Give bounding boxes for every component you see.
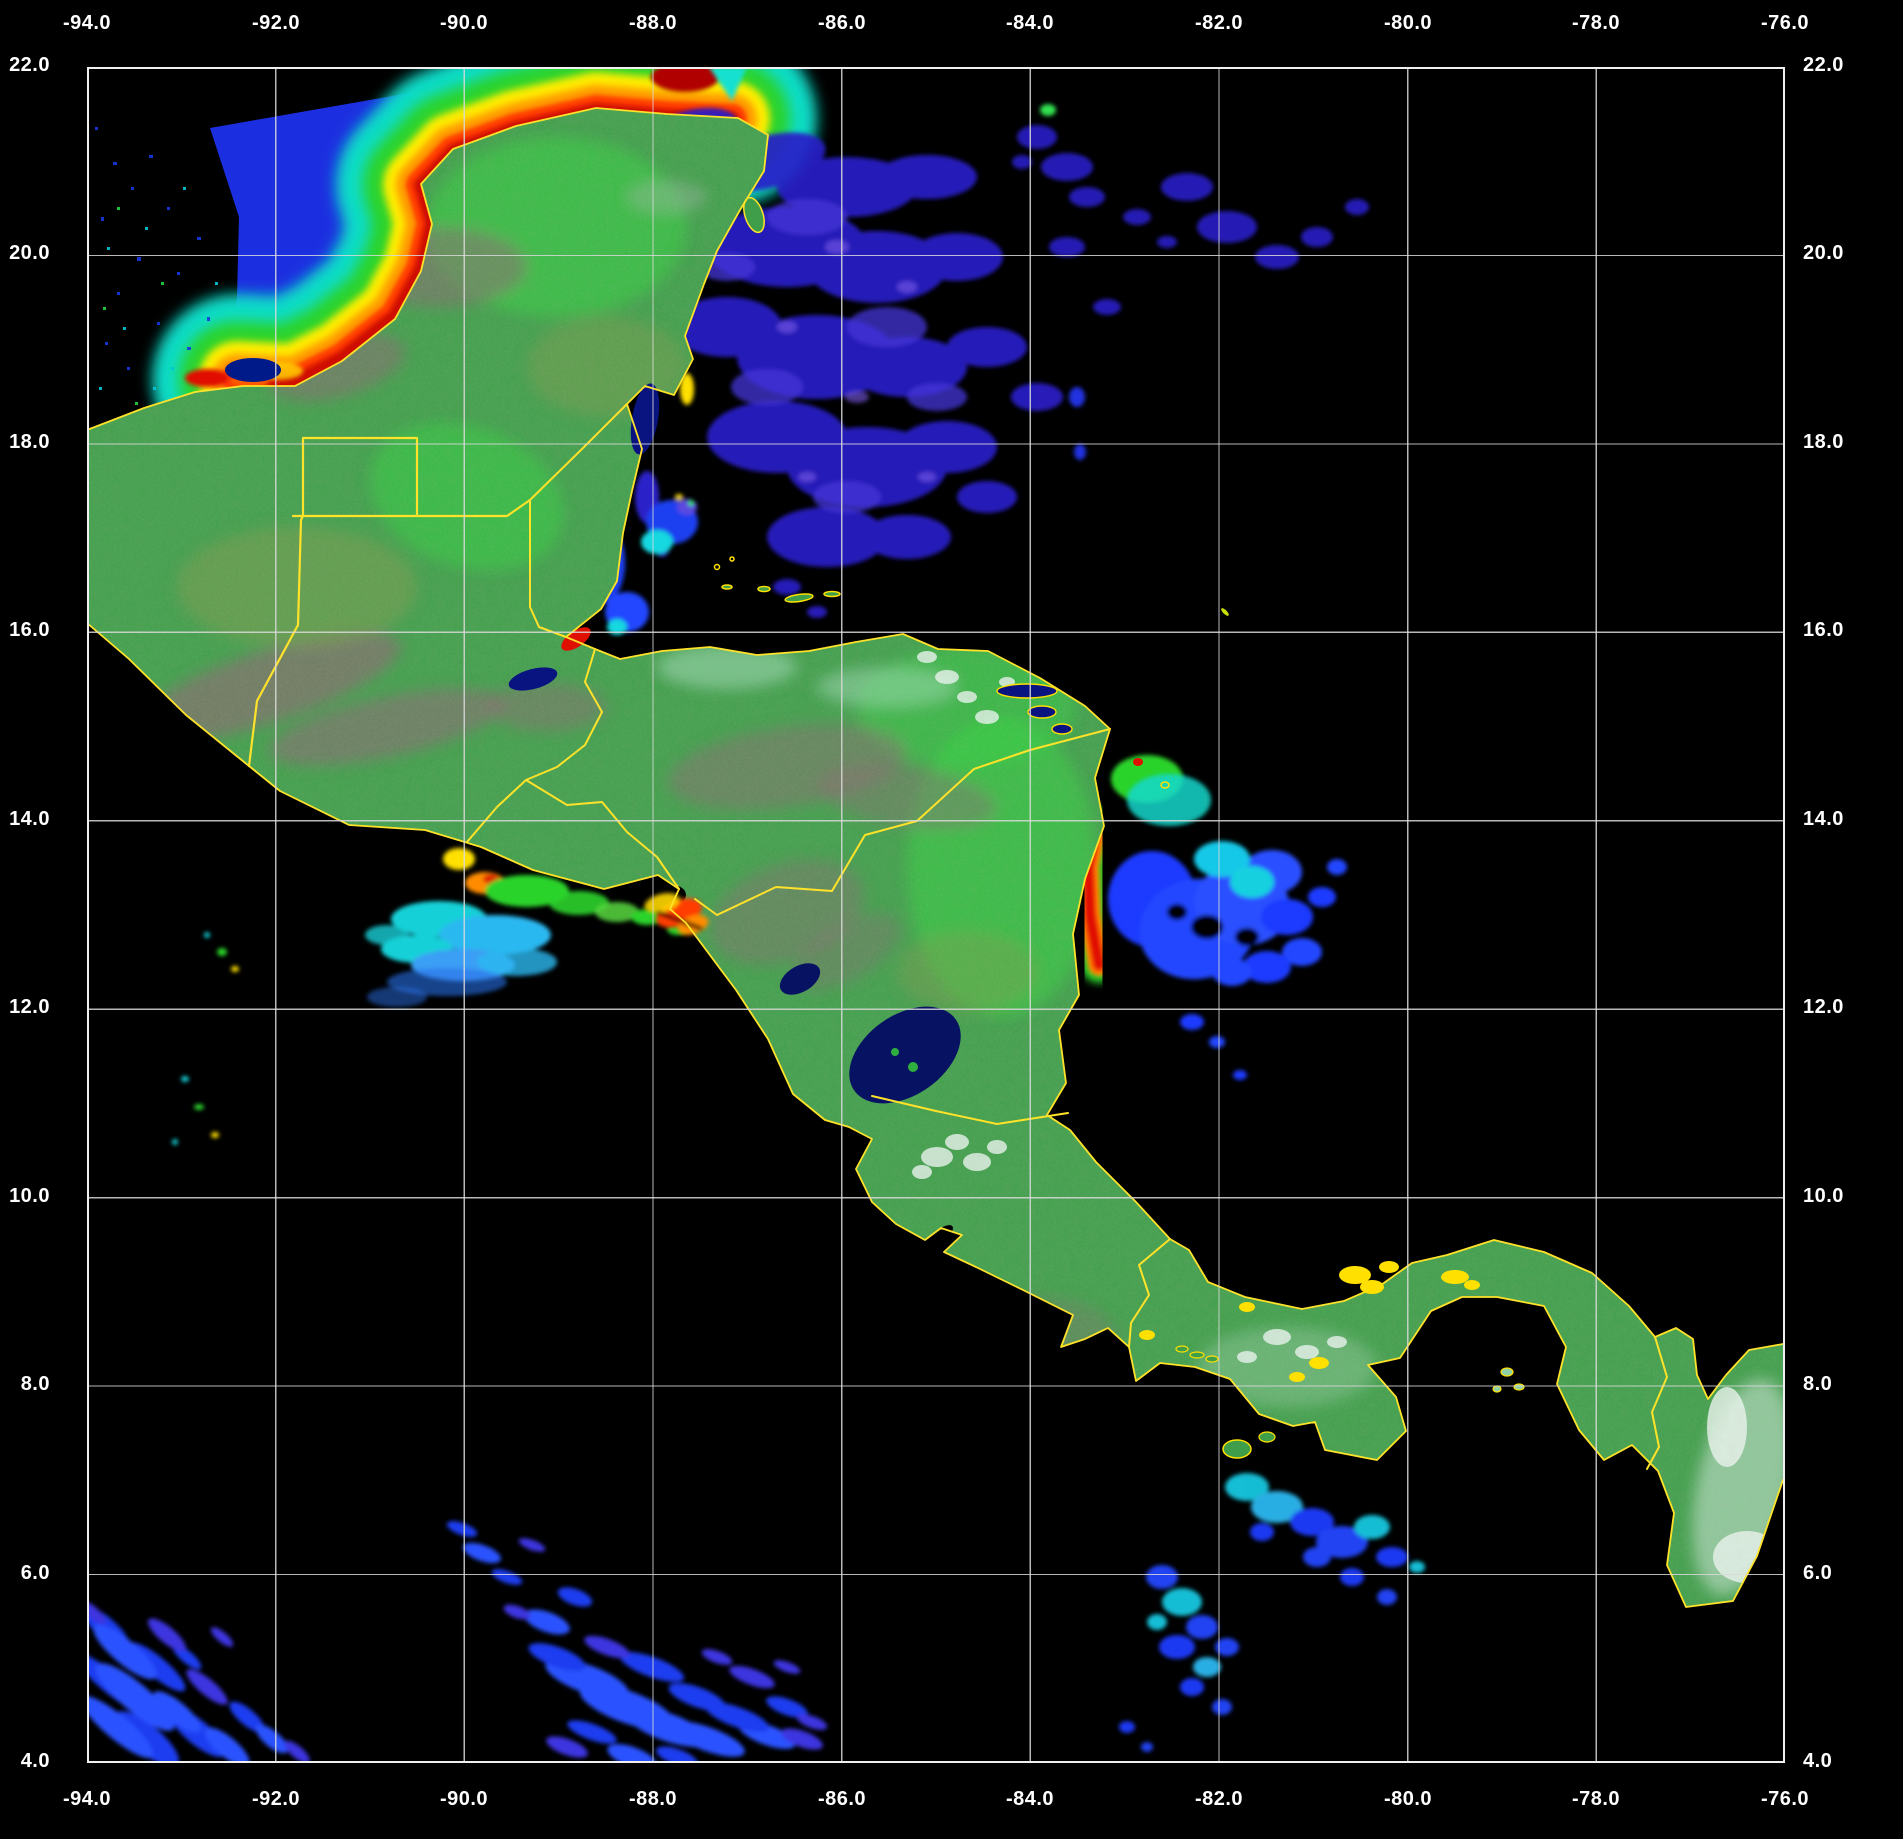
lon-tick-top: -88.0	[628, 12, 678, 34]
lat-tick-right: 6.0	[1803, 1562, 1833, 1584]
border-nicaragua-costarica	[871, 1095, 1069, 1125]
lakes	[225, 358, 1073, 1253]
lat-tick-left: 12.0	[9, 996, 50, 1018]
border-elsalvador-honduras	[525, 779, 680, 890]
lat-tick-right: 4.0	[1803, 1750, 1833, 1772]
lat-tick-right: 14.0	[1803, 808, 1844, 830]
border-guatemala-honduras	[525, 648, 603, 781]
lon-tick-bottom: -92.0	[251, 1788, 301, 1810]
lake-managua	[779, 963, 821, 995]
lat-tick-left: 22.0	[9, 54, 50, 76]
border-guatemala-elsalvador	[466, 779, 527, 843]
yellow-highlight-patches	[1139, 1261, 1480, 1382]
caribbean-cloud-field	[657, 104, 1369, 618]
lat-tick-left: 4.0	[20, 1750, 50, 1772]
pearl-islands	[1492, 1367, 1525, 1393]
lon-tick-bottom: -78.0	[1571, 1788, 1621, 1810]
lat-tick-right: 8.0	[1803, 1373, 1833, 1395]
map-canvas	[87, 67, 1785, 1763]
lon-tick-bottom: -90.0	[439, 1788, 489, 1810]
lat-tick-right: 10.0	[1803, 1185, 1844, 1207]
lat-tick-left: 18.0	[9, 431, 50, 453]
lon-tick-bottom: -84.0	[1005, 1788, 1055, 1810]
plot-frame	[87, 67, 1785, 1763]
northwest-speckle-field	[95, 127, 218, 405]
border-costarica-panama	[1128, 1238, 1171, 1348]
nicaragua-coast-plume	[1069, 755, 1347, 1080]
lat-tick-left: 10.0	[9, 1185, 50, 1207]
islands	[713, 196, 1525, 1459]
lat-tick-right: 18.0	[1803, 431, 1844, 453]
lon-tick-top: -92.0	[251, 12, 301, 34]
bottom-center-cloud-streaks	[446, 1521, 828, 1763]
south-panama-cloud-patches	[1053, 1232, 1425, 1752]
lon-tick-top: -78.0	[1571, 12, 1621, 34]
pacific-plume	[172, 848, 687, 1145]
terminos-lagoon	[225, 358, 281, 382]
lon-tick-top: -80.0	[1383, 12, 1433, 34]
lat-tick-left: 20.0	[9, 242, 50, 264]
lon-tick-bottom: -94.0	[62, 1788, 112, 1810]
lon-tick-top: -86.0	[817, 12, 867, 34]
lon-tick-top: -90.0	[439, 12, 489, 34]
lat-tick-left: 6.0	[20, 1562, 50, 1584]
coiba-island	[1222, 1439, 1252, 1459]
lat-tick-left: 14.0	[9, 808, 50, 830]
lat-tick-right: 20.0	[1803, 242, 1844, 264]
lon-tick-top: -94.0	[62, 12, 112, 34]
lat-tick-right: 12.0	[1803, 996, 1844, 1018]
lon-tick-top: -76.0	[1760, 12, 1810, 34]
lon-tick-bottom: -88.0	[628, 1788, 678, 1810]
lat-tick-right: 16.0	[1803, 619, 1844, 641]
lon-tick-bottom: -80.0	[1383, 1788, 1433, 1810]
lake-nicaragua	[849, 1006, 961, 1104]
lake-izabal	[508, 667, 558, 691]
lon-tick-top: -82.0	[1194, 12, 1244, 34]
lon-tick-bottom: -76.0	[1760, 1788, 1810, 1810]
bottom-left-cloud-streaks	[87, 1599, 310, 1763]
border-mexico-guatemala	[247, 436, 532, 768]
lat-tick-left: 8.0	[20, 1373, 50, 1395]
border-honduras-nicaragua	[694, 728, 1111, 916]
coastline-outline	[87, 107, 1784, 1608]
lat-tick-left: 16.0	[9, 619, 50, 641]
amatique-plume	[561, 627, 591, 651]
lat-tick-right: 22.0	[1803, 54, 1844, 76]
lon-tick-bottom: -86.0	[817, 1788, 867, 1810]
lon-tick-bottom: -82.0	[1194, 1788, 1244, 1810]
border-mexico-belize	[529, 403, 628, 501]
lon-tick-top: -84.0	[1005, 12, 1055, 34]
border-panama-colombia	[1646, 1336, 1668, 1470]
graticule	[87, 67, 1785, 1763]
